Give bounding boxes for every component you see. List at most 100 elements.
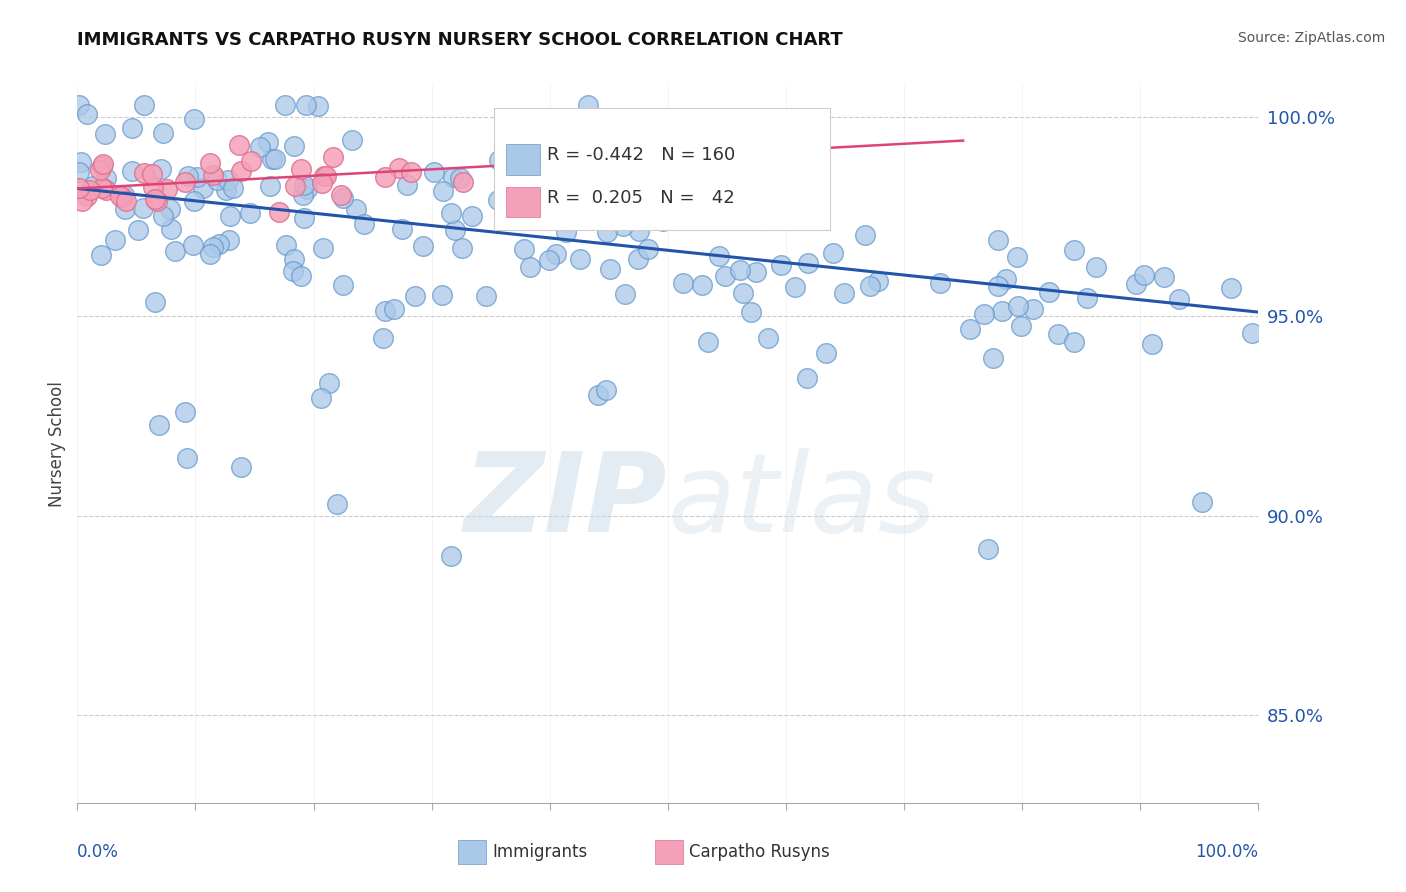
Point — [672, 276, 695, 290]
Point — [441, 169, 464, 184]
Point — [134, 97, 156, 112]
Point — [311, 241, 333, 255]
Point — [177, 169, 200, 184]
Point — [709, 249, 731, 263]
Point — [690, 278, 713, 293]
Point — [69, 154, 91, 169]
Text: IMMIGRANTS VS CARPATHO RUSYN NURSERY SCHOOL CORRELATION CHART: IMMIGRANTS VS CARPATHO RUSYN NURSERY SCH… — [77, 31, 844, 49]
Text: Source: ZipAtlas.com: Source: ZipAtlas.com — [1237, 31, 1385, 45]
Point — [202, 168, 225, 182]
Point — [91, 157, 114, 171]
Point — [218, 173, 240, 187]
Point — [127, 223, 149, 237]
Point — [198, 246, 221, 260]
Point — [315, 169, 337, 184]
Point — [121, 120, 143, 135]
Point — [488, 153, 510, 168]
Point — [329, 187, 352, 202]
Point — [283, 139, 305, 153]
Point — [744, 265, 766, 279]
Point — [308, 99, 330, 113]
Point — [599, 262, 621, 277]
Point — [373, 331, 395, 345]
Point — [219, 209, 242, 223]
Point — [291, 188, 314, 202]
Point — [281, 264, 304, 278]
Text: atlas: atlas — [668, 448, 936, 555]
Point — [977, 542, 1000, 557]
Point — [853, 227, 876, 242]
Point — [399, 164, 422, 178]
Point — [783, 280, 806, 294]
Point — [519, 260, 541, 274]
Point — [267, 204, 290, 219]
Point — [239, 154, 262, 169]
Point — [76, 189, 98, 203]
Point — [93, 180, 115, 194]
Point — [148, 418, 170, 433]
Point — [637, 242, 659, 256]
Point — [973, 307, 995, 321]
Point — [150, 162, 173, 177]
Point — [82, 179, 104, 194]
Point — [332, 277, 354, 292]
Point — [143, 294, 166, 309]
Point — [550, 153, 572, 168]
Point — [928, 276, 950, 290]
Point — [215, 183, 238, 197]
Point — [388, 161, 411, 175]
Point — [193, 181, 215, 195]
Point — [588, 387, 610, 401]
Point — [67, 97, 90, 112]
Point — [93, 127, 115, 141]
Point — [111, 189, 134, 203]
Point — [1084, 260, 1107, 274]
Point — [1010, 318, 1032, 333]
Point — [344, 202, 367, 216]
Point — [276, 237, 298, 252]
Point — [769, 258, 792, 272]
Point — [70, 194, 93, 208]
Point — [183, 112, 205, 126]
Point — [67, 181, 90, 195]
Point — [576, 97, 599, 112]
Point — [1076, 291, 1098, 305]
Point — [318, 376, 340, 390]
Point — [353, 217, 375, 231]
Point — [449, 171, 471, 186]
Point — [152, 126, 174, 140]
Point — [512, 242, 534, 256]
Point — [432, 184, 454, 198]
Point — [1046, 326, 1069, 341]
Point — [748, 213, 770, 227]
Point — [1063, 243, 1085, 257]
Point — [374, 169, 396, 184]
Point — [181, 238, 204, 252]
Point — [311, 176, 333, 190]
Point — [260, 152, 283, 166]
Point — [461, 209, 484, 223]
Point — [340, 133, 363, 147]
Point — [284, 179, 307, 194]
Point — [983, 351, 1005, 365]
Point — [796, 371, 818, 385]
Point — [159, 202, 181, 216]
Point — [391, 222, 413, 236]
Point — [432, 288, 454, 302]
Point — [174, 405, 197, 419]
Point — [104, 233, 127, 247]
Point — [90, 159, 112, 173]
Point — [249, 139, 271, 153]
Point — [156, 182, 179, 196]
Point — [537, 252, 560, 267]
Point — [186, 169, 208, 184]
Point — [1153, 270, 1175, 285]
Point — [91, 181, 114, 195]
Point — [131, 201, 153, 215]
Point — [134, 166, 156, 180]
Point — [143, 192, 166, 206]
Point — [555, 225, 578, 239]
Point — [995, 271, 1018, 285]
Point — [112, 187, 135, 202]
Point — [311, 391, 333, 405]
